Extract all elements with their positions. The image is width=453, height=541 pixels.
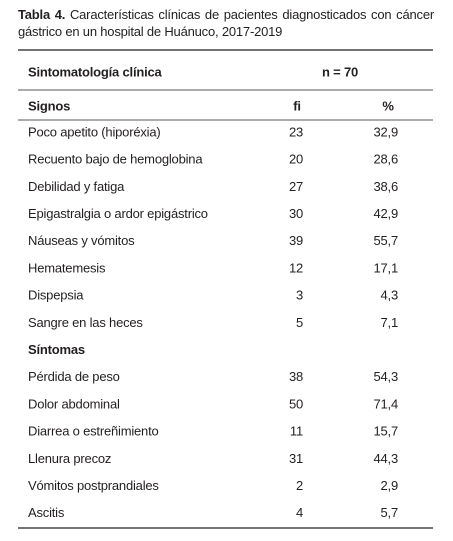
cell-fi: 23 [289, 124, 303, 139]
cell-fi: 3 [296, 288, 303, 303]
cell-fi: 39 [289, 233, 303, 248]
cell-fi: 31 [289, 451, 303, 466]
row-label: Sangre en las heces [28, 315, 143, 330]
column-header: fi [293, 98, 301, 113]
row-label: Diarrea o estreñimiento [28, 424, 159, 439]
column-header: % [382, 98, 394, 113]
cell-fi: 50 [289, 396, 303, 411]
header-right: n = 70 [322, 64, 358, 79]
row-label: Dispepsia [28, 288, 84, 303]
cell-percent: 2,9 [381, 478, 398, 493]
row-label: Poco apetito (hiporéxia) [28, 124, 161, 139]
cell-fi: 2 [296, 478, 303, 493]
cell-percent: 55,7 [373, 233, 398, 248]
cell-percent: 15,7 [373, 424, 398, 439]
row-label: Ascitis [28, 505, 65, 520]
cell-percent: 38,6 [373, 179, 398, 194]
cell-fi: 30 [289, 206, 303, 221]
row-label: Dolor abdominal [28, 396, 120, 411]
section-heading: Síntomas [28, 342, 85, 357]
cell-percent: 71,4 [373, 396, 398, 411]
cell-percent: 44,3 [373, 451, 398, 466]
caption-label: Tabla 4. [18, 7, 66, 22]
cell-percent: 7,1 [381, 315, 398, 330]
caption-text: Características clínicas de pacientes di… [18, 7, 434, 39]
cell-fi: 5 [296, 315, 303, 330]
column-header: Signos [28, 98, 70, 113]
table-caption: Tabla 4. Características clínicas de pac… [18, 6, 434, 40]
cell-percent: 32,9 [373, 124, 398, 139]
cell-fi: 20 [289, 152, 303, 167]
cell-fi: 4 [296, 505, 303, 520]
cell-fi: 11 [290, 424, 303, 439]
row-label: Vómitos postprandiales [28, 478, 159, 493]
cell-fi: 38 [289, 369, 303, 384]
cell-percent: 28,6 [373, 152, 398, 167]
row-label: Llenura precoz [28, 451, 111, 466]
header-left: Sintomatología clínica [28, 64, 163, 79]
row-label: Epigastralgia o ardor epigástrico [28, 206, 208, 221]
row-label: Pérdida de peso [28, 369, 120, 384]
row-label: Náuseas y vómitos [28, 233, 135, 248]
cell-fi: 27 [289, 179, 303, 194]
cell-percent: 54,3 [373, 369, 398, 384]
cell-percent: 42,9 [373, 206, 398, 221]
cell-fi: 12 [289, 260, 303, 275]
cell-percent: 17,1 [373, 260, 398, 275]
row-label: Hematemesis [28, 260, 106, 275]
row-label: Debilidad y fatiga [28, 179, 125, 194]
cell-percent: 5,7 [381, 505, 398, 520]
cell-percent: 4,3 [381, 288, 398, 303]
row-label: Recuento bajo de hemoglobina [28, 152, 203, 167]
